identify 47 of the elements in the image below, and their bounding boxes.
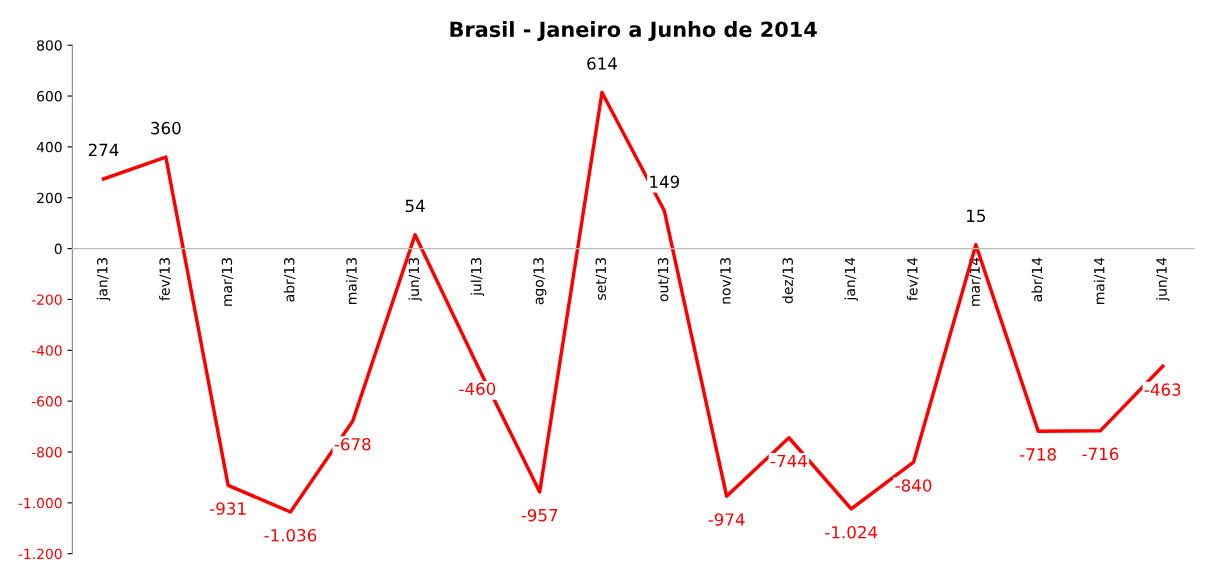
x-tick-label: jan/14 bbox=[844, 257, 858, 301]
y-tick-label: 800 bbox=[37, 40, 62, 51]
x-tick-label: ago/13 bbox=[533, 258, 547, 305]
data-label: 15 bbox=[967, 209, 985, 223]
data-label: -1.024 bbox=[825, 525, 878, 539]
y-tick-label: -800 bbox=[31, 446, 62, 458]
x-tick-label: dez/13 bbox=[782, 258, 795, 304]
data-label: -460 bbox=[459, 382, 496, 396]
data-label: -744 bbox=[770, 454, 807, 468]
x-tick-label: fev/14 bbox=[906, 257, 919, 301]
x-tick-label: jan/13 bbox=[96, 258, 111, 301]
data-label: -957 bbox=[521, 508, 558, 522]
data-label: -716 bbox=[1082, 447, 1119, 461]
x-tick-label: jun/14 bbox=[1156, 257, 1170, 301]
y-tick-label: -600 bbox=[31, 396, 62, 407]
y-tick-label: 400 bbox=[36, 141, 62, 153]
y-tick-label: -1.200 bbox=[18, 548, 62, 560]
x-tick-label: fev/13 bbox=[159, 258, 171, 301]
x-tick-label: nov/13 bbox=[720, 258, 732, 304]
x-tick-label: mai/14 bbox=[1093, 257, 1106, 304]
x-tick-label: jul/13 bbox=[470, 258, 485, 297]
data-label: 274 bbox=[88, 143, 119, 157]
data-label: -463 bbox=[1144, 383, 1181, 396]
y-tick-label: -1.000 bbox=[18, 497, 62, 509]
data-label: -840 bbox=[895, 479, 932, 492]
data-label: -718 bbox=[1020, 448, 1056, 461]
data-label: -974 bbox=[708, 513, 745, 526]
y-tick-label: -200 bbox=[31, 294, 62, 305]
data-label: -1.036 bbox=[264, 528, 317, 542]
y-tick-label: 0 bbox=[54, 243, 62, 255]
x-tick-label: jun/13 bbox=[408, 258, 422, 301]
y-tick-label: 600 bbox=[37, 91, 62, 102]
data-label: 360 bbox=[151, 121, 181, 135]
x-tick-label: mar/13 bbox=[221, 258, 234, 306]
data-label: -678 bbox=[334, 437, 371, 451]
x-tick-label: mai/13 bbox=[346, 258, 358, 304]
data-label: 614 bbox=[587, 57, 617, 70]
y-tick-label: 200 bbox=[37, 192, 62, 204]
x-tick-label: out/13 bbox=[657, 258, 670, 302]
chart-title: Brasil - Janeiro a Junho de 2014 bbox=[450, 21, 817, 42]
x-tick-label: abr/13 bbox=[283, 258, 296, 302]
x-tick-label: abr/14 bbox=[1031, 257, 1044, 302]
y-tick-label: -400 bbox=[31, 345, 62, 356]
data-label: -931 bbox=[210, 502, 246, 515]
x-tick-label: set/13 bbox=[595, 258, 608, 300]
data-label: 149 bbox=[650, 175, 680, 189]
data-label: 54 bbox=[405, 199, 425, 213]
